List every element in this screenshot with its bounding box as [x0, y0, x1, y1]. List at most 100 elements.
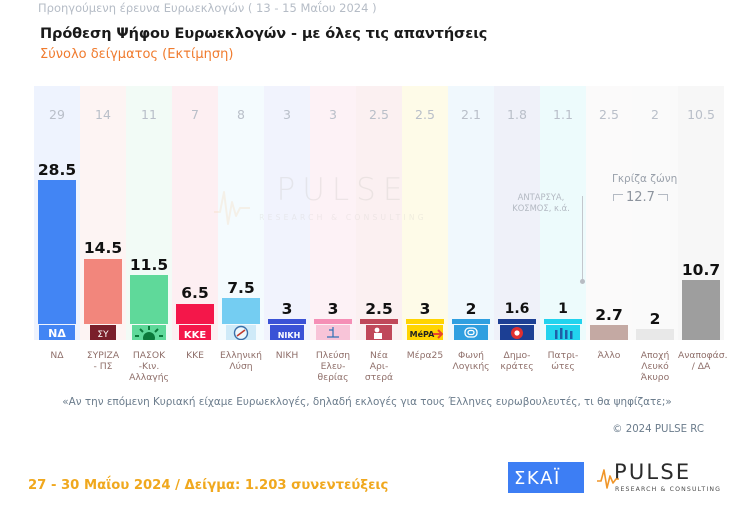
axis-label: ΝΙΚΗ: [275, 350, 299, 361]
axis-label: ΚΚΕ: [186, 350, 204, 361]
bar[interactable]: [636, 328, 674, 340]
chart-column: 2.1 2: [448, 86, 494, 340]
previous-survey-value: 2.5: [369, 107, 389, 122]
column-background: [218, 86, 264, 340]
previous-survey-value: 29: [49, 107, 65, 122]
bar-value-label: 6.5: [181, 284, 209, 303]
bar-group[interactable]: 1.6: [494, 122, 540, 340]
bar-group[interactable]: 2.7: [586, 122, 632, 340]
mera25-logo-icon: MéPA: [406, 324, 444, 340]
bar-group[interactable]: 3 MéPA: [402, 122, 448, 340]
previous-survey-value: 2.1: [461, 107, 481, 122]
bar-value-label: 1.6: [504, 301, 530, 318]
bar[interactable]: [130, 275, 168, 324]
bar[interactable]: [406, 319, 444, 324]
axis-label: ΝΔ: [50, 350, 64, 361]
previous-survey-value: 2.5: [599, 107, 619, 122]
chart-column: 2.5 2.5: [356, 86, 402, 340]
axis-label: Αποχή Λευκό Άκυρο: [640, 350, 670, 383]
bar-group[interactable]: 2.5: [356, 122, 402, 340]
bar-group[interactable]: 28.5 ΝΔ: [34, 122, 80, 340]
previous-survey-value: 1.1: [553, 107, 573, 122]
grayzone-value-group: 12.7: [613, 190, 668, 205]
grayzone-value: 12.7: [626, 190, 655, 205]
bar[interactable]: [176, 303, 214, 324]
previous-survey-value: 8: [237, 107, 245, 122]
previous-survey-value: 1.8: [507, 107, 527, 122]
svg-text:ΝΙΚΗ: ΝΙΚΗ: [278, 331, 301, 340]
chart-column: 7 6.5 ΚΚΕ: [172, 86, 218, 340]
bar-value-label: 10.7: [681, 260, 721, 279]
column-background: [402, 86, 448, 340]
bar-group[interactable]: 14.5 ΣΥ: [80, 122, 126, 340]
bar-group[interactable]: 2: [632, 122, 678, 340]
bar[interactable]: [590, 324, 628, 340]
pulse-waveform-icon: [597, 469, 619, 489]
plefsi-eleftherias-logo-icon: [314, 324, 352, 340]
bar-group[interactable]: 2: [448, 122, 494, 340]
chart-column: 10.5 10.7: [678, 86, 724, 340]
grayzone-label: Γκρίζα ζώνη: [612, 173, 678, 185]
bar[interactable]: [498, 319, 536, 324]
skai-logo: ΣΚΑΪ: [508, 462, 584, 493]
column-background: [172, 86, 218, 340]
nea-aristera-logo-icon: [360, 324, 398, 340]
column-background: [264, 86, 310, 340]
axis-label: Πλεύση Ελευ- θερίας: [315, 350, 351, 383]
previous-survey-value: 14: [95, 107, 111, 122]
bar-value-label: 7.5: [227, 278, 255, 297]
bar-value-label: 2: [649, 309, 661, 328]
bar-group[interactable]: 11.5: [126, 122, 172, 340]
chart-column: 2.5 3 MéPA: [402, 86, 448, 340]
bar[interactable]: [268, 319, 306, 324]
chart-column: 2.5 2.7: [586, 86, 632, 340]
previous-survey-label: Προηγούμενη έρευνα Ευρωεκλογών ( 13 - 15…: [38, 1, 377, 15]
elliniki-lysi-logo-icon: [222, 324, 260, 340]
bar-group[interactable]: 7.5: [218, 122, 264, 340]
axis-label: Νέα Αρι- στερά: [364, 350, 394, 383]
bar[interactable]: [314, 319, 352, 324]
bar[interactable]: [360, 319, 398, 324]
bar[interactable]: [38, 180, 76, 324]
bar-value-label: 2.7: [595, 305, 623, 324]
bar-group[interactable]: 10.7: [678, 122, 724, 340]
bar[interactable]: [222, 297, 260, 324]
axis-label: Άλλο: [597, 350, 621, 361]
chart-column: 3 3 ΝΙΚΗ: [264, 86, 310, 340]
bar[interactable]: [84, 258, 122, 324]
bar[interactable]: [452, 319, 490, 324]
previous-survey-value: 2: [651, 107, 659, 122]
bar-value-label: 11.5: [129, 256, 169, 275]
svg-text:MéPA: MéPA: [410, 329, 436, 339]
column-background: [632, 86, 678, 340]
dimokrates-logo-icon: [498, 324, 536, 340]
bar-value-label: 3: [281, 299, 293, 318]
chart-column: 14 14.5 ΣΥ: [80, 86, 126, 340]
axis-label: ΣΥΡΙΖΑ - ΠΣ: [86, 350, 120, 372]
bar-group[interactable]: 1: [540, 122, 586, 340]
copyright-text: © 2024 PULSE RC: [612, 424, 704, 435]
axis-label: Φωνή Λογικής: [452, 350, 490, 372]
page-title: Πρόθεση Ψήφου Ευρωεκλογών - με όλες τις …: [40, 26, 488, 42]
bracket-right-icon: [657, 194, 668, 201]
axis-label: Δημο- κράτες: [500, 350, 534, 372]
bar[interactable]: [682, 279, 720, 340]
bar-group[interactable]: 3: [310, 122, 356, 340]
previous-survey-value: 3: [329, 107, 337, 122]
bar-group[interactable]: 3 ΝΙΚΗ: [264, 122, 310, 340]
bar-value-label: 3: [419, 299, 431, 318]
date-and-sample: 27 - 30 Μαΐου 2024 / Δείγμα: 1.203 συνεν…: [28, 478, 389, 493]
axis-label: Αναποφάσ. / ΔΑ: [678, 350, 728, 372]
skai-logo-icon: ΣΚΑΪ: [514, 468, 559, 489]
previous-survey-value: 7: [191, 107, 199, 122]
bar[interactable]: [544, 319, 582, 324]
chart-column: 8 7.5: [218, 86, 264, 340]
chart-column: 1.1 1: [540, 86, 586, 340]
previous-survey-value: 11: [141, 107, 157, 122]
bar-group[interactable]: 6.5 ΚΚΕ: [172, 122, 218, 340]
annotation-pointer-line: [580, 196, 585, 284]
bar-value-label: 2.5: [365, 299, 393, 318]
